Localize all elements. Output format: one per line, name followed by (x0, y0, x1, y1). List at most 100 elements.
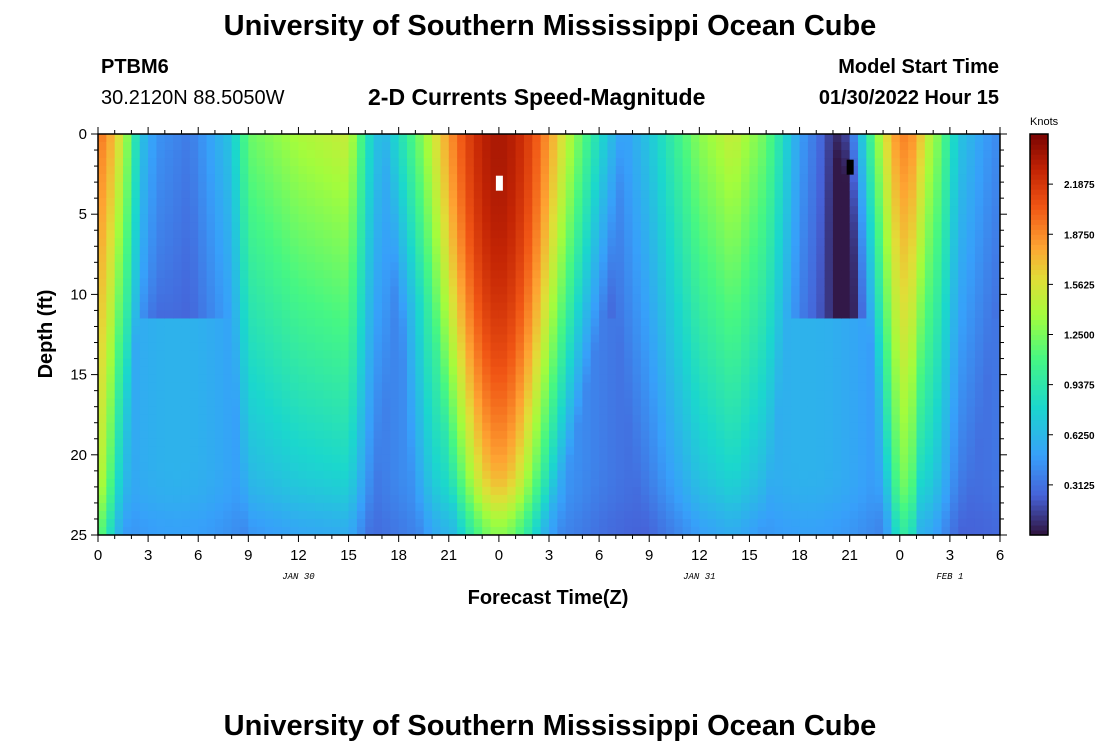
heatmap-cell (716, 270, 725, 279)
heatmap-cell (649, 350, 659, 360)
heatmap-cell (365, 390, 375, 400)
heatmap-cell (916, 182, 926, 191)
heatmap-cell (298, 230, 308, 239)
heatmap-cell (799, 254, 809, 263)
heatmap-cell (373, 262, 383, 271)
heatmap-cell (482, 238, 492, 247)
heatmap-cell (757, 342, 767, 352)
heatmap-cell (716, 422, 725, 432)
heatmap-cell (590, 278, 600, 287)
heatmap-cell (824, 462, 834, 472)
heatmap-cell (657, 438, 667, 448)
heatmap-cell (381, 398, 391, 408)
heatmap-cell (732, 294, 742, 304)
heatmap-cell (164, 262, 174, 271)
heatmap-cell (198, 342, 208, 352)
heatmap-cell (515, 382, 525, 392)
heatmap-cell (549, 254, 558, 263)
heatmap-cell (849, 278, 859, 287)
heatmap-cell (858, 142, 867, 151)
heatmap-cell (423, 350, 433, 360)
heatmap-cell (665, 286, 675, 295)
heatmap-cell (657, 190, 667, 199)
heatmap-cell (507, 190, 517, 199)
heatmap-cell (549, 414, 558, 424)
heatmap-cell (532, 414, 542, 424)
heatmap-cell (557, 246, 567, 255)
heatmap-cell (432, 246, 442, 255)
heatmap-cell (574, 406, 584, 416)
heatmap-cell (114, 502, 124, 512)
heatmap-cell (757, 454, 767, 464)
heatmap-cell (331, 430, 341, 440)
heatmap-cell (590, 270, 600, 279)
heatmap-cell (824, 278, 834, 287)
heatmap-cell (164, 526, 174, 535)
heatmap-cell (223, 374, 233, 384)
heatmap-cell (156, 278, 166, 287)
heatmap-cell (106, 310, 116, 320)
heatmap-cell (824, 406, 834, 416)
heatmap-cell (189, 310, 199, 320)
heatmap-cell (540, 414, 550, 424)
heatmap-cell (607, 406, 617, 416)
heatmap-cell (365, 230, 375, 239)
heatmap-cell (164, 334, 174, 344)
heatmap-cell (782, 294, 792, 304)
heatmap-cell (223, 494, 233, 504)
heatmap-cell (757, 206, 767, 215)
heatmap-cell (615, 454, 625, 464)
heatmap-cell (373, 454, 383, 464)
heatmap-cell (582, 526, 592, 535)
heatmap-cell (189, 142, 199, 151)
heatmap-cell (98, 494, 107, 504)
heatmap-cell (908, 246, 918, 255)
heatmap-cell (507, 334, 517, 344)
heatmap-cell (231, 230, 241, 239)
heatmap-cell (599, 478, 609, 488)
heatmap-cell (457, 238, 467, 247)
heatmap-cell (924, 446, 934, 456)
heatmap-cell (707, 150, 717, 159)
heatmap-cell (841, 430, 851, 440)
heatmap-cell (615, 206, 625, 215)
heatmap-cell (223, 526, 233, 535)
heatmap-cell (448, 198, 458, 207)
heatmap-cell (490, 278, 500, 287)
heatmap-cell (490, 430, 500, 440)
heatmap-cell (816, 438, 826, 448)
heatmap-cell (766, 446, 776, 456)
heatmap-cell (398, 270, 408, 279)
heatmap-cell (891, 310, 901, 320)
heatmap-cell (582, 238, 592, 247)
heatmap-cell (807, 174, 817, 183)
heatmap-cell (281, 142, 291, 151)
heatmap-cell (348, 390, 358, 400)
heatmap-cell (732, 174, 742, 183)
heatmap-cell (632, 198, 642, 207)
heatmap-cell (640, 510, 650, 520)
heatmap-cell (340, 446, 350, 456)
heatmap-cell (849, 358, 859, 368)
heatmap-cell (916, 438, 926, 448)
heatmap-cell (181, 438, 191, 448)
heatmap-cell (398, 214, 408, 223)
heatmap-cell (883, 526, 893, 535)
heatmap-cell (457, 198, 467, 207)
heatmap-cell (482, 470, 492, 480)
heatmap-cell (415, 414, 425, 424)
heatmap-cell (265, 334, 274, 344)
heatmap-cell (532, 446, 542, 456)
heatmap-cell (757, 230, 767, 239)
heatmap-cell (707, 526, 717, 535)
heatmap-cell (891, 470, 901, 480)
heatmap-cell (106, 518, 116, 528)
heatmap-cell (356, 422, 366, 432)
heatmap-cell (273, 326, 283, 336)
heatmap-cell (523, 302, 533, 312)
heatmap-cell (665, 230, 675, 239)
heatmap-cell (774, 270, 784, 279)
heatmap-cell (891, 494, 901, 504)
heatmap-cell (440, 406, 450, 416)
heatmap-cell (540, 374, 550, 384)
